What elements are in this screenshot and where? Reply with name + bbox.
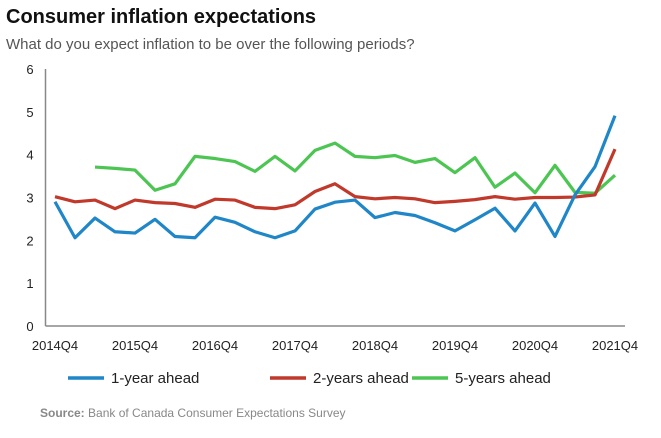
series-line-1-year-ahead xyxy=(53,115,617,240)
source-label: Source: xyxy=(40,406,85,420)
source-text: Bank of Canada Consumer Expectations Sur… xyxy=(88,406,346,420)
y-tick-label: 2 xyxy=(26,233,33,248)
y-tick-label: 6 xyxy=(26,62,33,77)
y-tick-label: 3 xyxy=(26,191,33,206)
source-note: Source: Bank of Canada Consumer Expectat… xyxy=(40,406,346,420)
x-tick-label: 2019Q4 xyxy=(432,338,478,353)
y-tick-label: 5 xyxy=(26,105,33,120)
x-tick-label: 2014Q4 xyxy=(32,338,78,353)
y-tick-label: 4 xyxy=(26,148,33,163)
chart-subtitle: What do you expect inflation to be over … xyxy=(6,36,415,53)
x-tick-label: 2021Q4 xyxy=(592,338,638,353)
x-tick-label: 2016Q4 xyxy=(192,338,238,353)
x-tick-label: 2020Q4 xyxy=(512,338,558,353)
legend-label: 1-year ahead xyxy=(111,370,199,387)
y-tick-label: 0 xyxy=(26,319,33,334)
chart-title: Consumer inflation expectations xyxy=(6,6,317,28)
x-tick-label: 2017Q4 xyxy=(272,338,318,353)
series-line-5-years-ahead xyxy=(94,141,617,195)
x-tick-label: 2018Q4 xyxy=(352,338,398,353)
x-tick-label: 2015Q4 xyxy=(112,338,158,353)
legend-label: 2-years ahead xyxy=(313,370,409,387)
y-tick-label: 1 xyxy=(26,276,33,291)
series-line-2-years-ahead xyxy=(54,148,617,211)
legend-label: 5-years ahead xyxy=(455,370,551,387)
